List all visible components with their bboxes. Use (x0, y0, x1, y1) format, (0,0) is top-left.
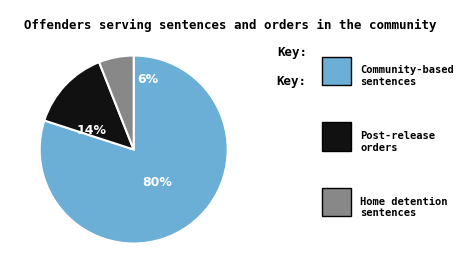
Text: Home detention
sentences: Home detention sentences (361, 197, 448, 218)
FancyBboxPatch shape (322, 122, 351, 151)
Text: Community-based
sentences: Community-based sentences (361, 65, 454, 87)
Text: 80%: 80% (142, 176, 172, 189)
Wedge shape (44, 62, 134, 150)
Wedge shape (40, 56, 228, 244)
FancyBboxPatch shape (322, 188, 351, 217)
Text: 14%: 14% (77, 124, 106, 137)
Text: 6%: 6% (137, 73, 158, 85)
Text: Post-release
orders: Post-release orders (361, 131, 435, 153)
Text: Key:: Key: (277, 75, 307, 88)
FancyBboxPatch shape (322, 57, 351, 85)
Text: Key:: Key: (277, 46, 307, 59)
Wedge shape (99, 56, 134, 150)
Text: Offenders serving sentences and orders in the community: Offenders serving sentences and orders i… (24, 19, 437, 32)
